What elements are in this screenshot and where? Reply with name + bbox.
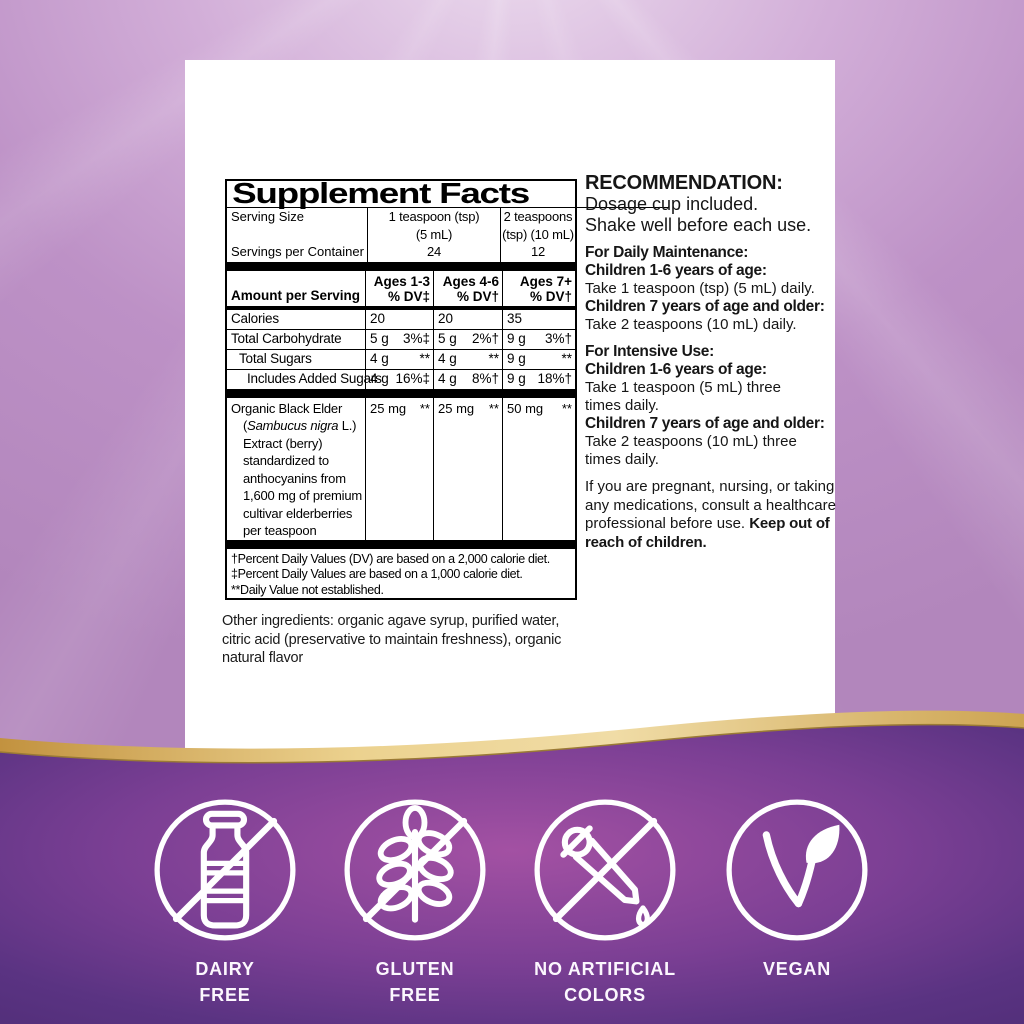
footnotes: †Percent Daily Values (DV) are based on … (231, 551, 550, 597)
no-artificial-colors-icon (534, 799, 676, 941)
col-header-ages-7plus: Ages 7+ % DV† (502, 270, 575, 306)
badge-gluten-free: GLUTEN FREE (342, 797, 488, 1008)
serving-size-2: 2 teaspoons (503, 209, 573, 224)
badge-label: NO ARTIFICIAL COLORS (534, 959, 676, 1005)
daily-maintenance-block: For Daily Maintenance: Children 1-6 year… (585, 244, 825, 333)
elderberry-description: Organic Black Elder (Sambucus nigra L.) … (227, 398, 365, 540)
serving-col-1tsp: 1 teaspoon (tsp) (5 mL) 24 (367, 208, 500, 262)
dosage-cup-note: Dosage cup included. (585, 194, 759, 214)
medium-divider-bar (227, 305, 575, 310)
thick-divider-bar (227, 261, 575, 271)
badge-label: VEGAN (762, 959, 831, 979)
table-row-calories: Calories 20 20 35 (227, 309, 575, 330)
amount-per-serving-label: Amount per Serving (231, 288, 361, 303)
col-header-ages-4-6: Ages 4-6 % DV† (433, 270, 502, 306)
vegan-icon (726, 799, 868, 941)
serving-size-1: 1 teaspoon (tsp) (388, 209, 480, 224)
gold-wave-divider (0, 710, 1024, 1024)
col-header-ages-1-3: Ages 1-3 % DV‡ (365, 270, 433, 306)
dairy-free-icon (154, 799, 296, 941)
serving-size-label: Serving Size (231, 209, 304, 224)
servings-count-2: 12 (530, 244, 546, 260)
table-row-added-sugars: Includes Added Sugars 4 g 16%‡ 4 g 8%† 9 g… (227, 369, 575, 389)
intensive-use-block: For Intensive Use: Children 1-6 years of… (585, 343, 825, 468)
serving-col-2tsp: 2 teaspoons (tsp) (10 mL) 12 (500, 208, 575, 262)
scientific-name-line: (Sambucus nigra L.) (243, 418, 357, 433)
gluten-free-icon (344, 799, 486, 941)
serving-labels: Serving Size Servings per Container (227, 208, 367, 262)
servings-count-1: 24 (426, 244, 442, 260)
badge-label: DAIRY FREE (195, 959, 255, 1005)
badge-label: GLUTEN FREE (375, 959, 455, 1005)
serving-info-section: Serving Size Servings per Container 1 te… (227, 208, 575, 262)
supplement-facts-panel: Supplement Facts Serving Size Servings p… (225, 179, 669, 600)
pregnancy-warning: If you are pregnant, nursing, or taking … (585, 478, 836, 551)
table-row-total-sugars: Total Sugars 4 g ** 4 g ** 9 g ** (227, 349, 575, 370)
serving-size-1-ml: (5 mL) (415, 226, 453, 242)
shake-well-note: Shake well before each use. (585, 214, 812, 235)
thick-divider-bar (227, 388, 575, 398)
table-row-total-carbohydrate: Total Carbohydrate 5 g 3%‡ 5 g 2%† 9 g 3%† (227, 329, 575, 350)
thick-divider-bar (227, 539, 575, 549)
badge-no-artificial-colors: NO ARTIFICIAL COLORS (532, 797, 678, 1008)
recommendation-title: RECOMMENDATION: (585, 172, 783, 194)
other-ingredients-text: Other ingredients: organic agave syrup, … (222, 613, 562, 666)
column-header-row: Amount per Serving Ages 1-3 % DV‡ Ages 4… (227, 270, 575, 306)
badge-dairy-free: DAIRY FREE (152, 797, 298, 1008)
serving-size-2-ml: (tsp) (10 mL) (502, 226, 574, 242)
badge-vegan: VEGAN (724, 797, 870, 982)
servings-per-container-label: Servings per Container (231, 244, 364, 260)
recommendation-section: RECOMMENDATION: Dosage cup included. Sha… (585, 172, 839, 552)
supplement-facts-title: Supplement Facts (227, 180, 669, 209)
table-row-black-elder: Organic Black Elder (Sambucus nigra L.) … (227, 397, 575, 540)
